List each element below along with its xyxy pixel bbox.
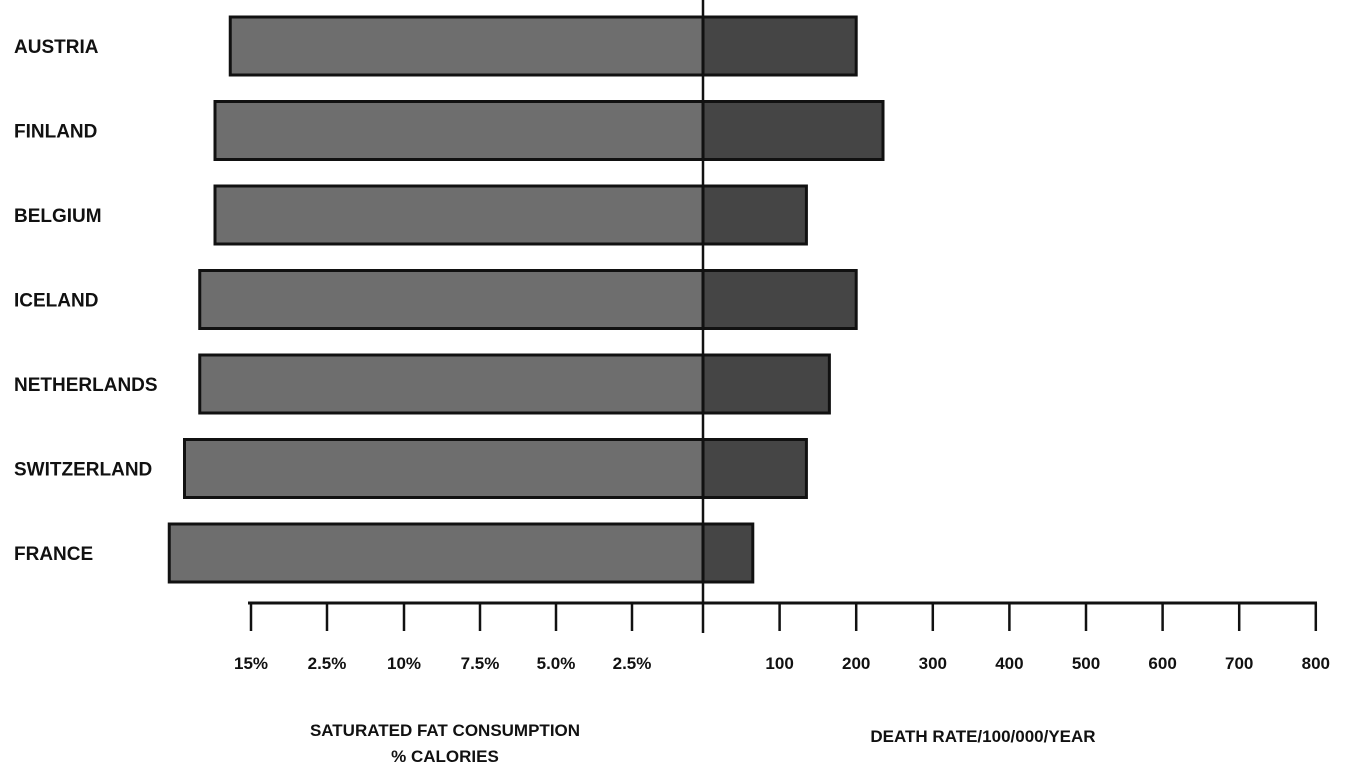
left-tick-label: 7.5% — [461, 654, 500, 673]
right-tick-label: 100 — [765, 654, 793, 673]
right-axis-label: DEATH RATE/100/000/YEAR — [870, 727, 1095, 746]
country-label-france: FRANCE — [14, 544, 93, 565]
right-tick-label: 800 — [1302, 654, 1330, 673]
country-label-netherlands: NETHERLANDS — [14, 375, 158, 396]
death-bar-finland — [701, 100, 885, 161]
death-bar-austria — [701, 15, 858, 77]
country-label-iceland: ICELAND — [14, 291, 98, 312]
left-tick-label: 2.5% — [308, 654, 347, 673]
fat-bar-belgium — [213, 184, 705, 246]
fat-bar-iceland — [198, 269, 705, 330]
fat-bar-france — [167, 522, 705, 584]
death-bar-switzerland — [701, 438, 808, 499]
right-tick-label: 500 — [1072, 654, 1100, 673]
bars-group — [167, 15, 885, 584]
right-tick-label: 300 — [919, 654, 947, 673]
left-axis-label-line2: % CALORIES — [391, 747, 499, 766]
country-label-finland: FINLAND — [14, 122, 97, 143]
left-axis-label-line1: SATURATED FAT CONSUMPTION — [310, 721, 580, 740]
right-tick-label: 400 — [995, 654, 1023, 673]
death-bar-netherlands — [701, 353, 831, 415]
death-bar-iceland — [701, 269, 858, 330]
left-tick-label: 15% — [234, 654, 268, 673]
country-label-belgium: BELGIUM — [14, 206, 102, 227]
country-label-austria: AUSTRIA — [14, 37, 99, 58]
right-tick-label: 200 — [842, 654, 870, 673]
left-tick-label: 10% — [387, 654, 421, 673]
country-label-switzerland: SWITZERLAND — [14, 460, 152, 481]
country-labels-group: AUSTRIA FINLAND BELGIUM ICELAND NETHERLANDS S… — [14, 37, 158, 565]
right-tick-label: 600 — [1148, 654, 1176, 673]
x-axis-ticks-group: 15% 2.5% 10% 7.5% 5.0% 2.5% 100 200 300 400 500 600… — [234, 603, 1330, 673]
left-tick-label: 2.5% — [613, 654, 652, 673]
fat-bar-finland — [213, 100, 705, 161]
fat-bar-netherlands — [198, 353, 705, 415]
fat-bar-austria — [228, 15, 705, 77]
right-tick-label: 700 — [1225, 654, 1253, 673]
death-bar-france — [701, 522, 755, 584]
death-bar-belgium — [701, 184, 808, 246]
left-tick-label: 5.0% — [537, 654, 576, 673]
fat-bar-switzerland — [183, 438, 705, 499]
